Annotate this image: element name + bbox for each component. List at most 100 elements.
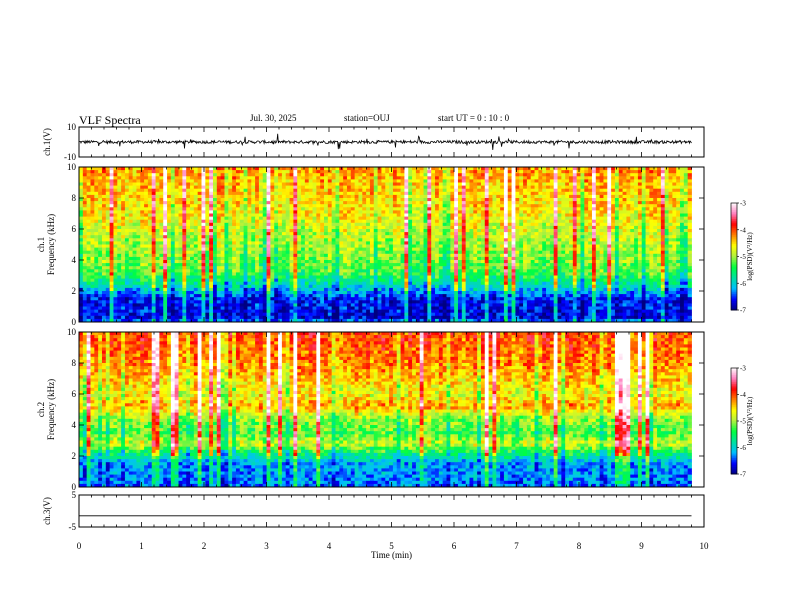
- heatmap-cell: [680, 241, 685, 245]
- heatmap-cell: [454, 173, 459, 177]
- heatmap-cell: [101, 191, 107, 196]
- heatmap-cell: [519, 173, 524, 177]
- heatmap-cell: [86, 179, 91, 183]
- heatmap-cell: [526, 253, 532, 258]
- heatmap-cell: [492, 219, 497, 224]
- heatmap-cell: [251, 229, 256, 233]
- heatmap-cell: [289, 253, 294, 258]
- heatmap-cell: [561, 167, 566, 171]
- heatmap-cell: [400, 170, 405, 174]
- heatmap-cell: [312, 213, 317, 217]
- heatmap-cell: [209, 185, 214, 190]
- heatmap-cell: [98, 232, 103, 236]
- heatmap-cell: [511, 250, 516, 255]
- heatmap-cell: [461, 207, 467, 211]
- heatmap-cell: [607, 201, 612, 205]
- heatmap-cell: [404, 170, 409, 174]
- heatmap-cell: [163, 219, 168, 224]
- heatmap-cell: [576, 213, 581, 217]
- heatmap-cell: [90, 250, 95, 255]
- heatmap-cell: [373, 216, 378, 221]
- heatmap-cell: [534, 247, 539, 252]
- heatmap-cell: [190, 170, 195, 174]
- heatmap-cell: [415, 191, 421, 196]
- heatmap-cell: [599, 225, 604, 230]
- heatmap-cell: [569, 232, 574, 236]
- heatmap-cell: [503, 204, 509, 208]
- heatmap-cell: [308, 173, 313, 177]
- heatmap-cell: [209, 250, 214, 255]
- heatmap-cell: [216, 173, 222, 177]
- heatmap-cell: [101, 194, 107, 199]
- heatmap-cell: [595, 201, 601, 205]
- heatmap-cell: [591, 229, 597, 233]
- heatmap-cell: [473, 191, 478, 196]
- heatmap-cell: [389, 179, 394, 183]
- heatmap-cell: [672, 201, 677, 205]
- heatmap-cell: [614, 179, 620, 183]
- heatmap-cell: [591, 253, 597, 258]
- heatmap-cell: [480, 256, 486, 261]
- heatmap-cell: [369, 216, 375, 221]
- heatmap-cell: [603, 232, 608, 236]
- heatmap-cell: [346, 167, 352, 171]
- heatmap-cell: [507, 210, 512, 214]
- heatmap-cell: [377, 179, 382, 183]
- heatmap-cell: [657, 244, 662, 248]
- heatmap-cell: [113, 235, 118, 239]
- heatmap-cell: [511, 216, 516, 221]
- heatmap-cell: [170, 182, 176, 186]
- heatmap-cell: [86, 188, 91, 193]
- heatmap-cell: [450, 204, 455, 208]
- heatmap-cell: [492, 182, 497, 186]
- heatmap-cell: [316, 247, 321, 252]
- heatmap-cell: [117, 238, 122, 242]
- heatmap-cell: [523, 198, 528, 202]
- heatmap-cell: [113, 213, 118, 217]
- heatmap-cell: [588, 229, 593, 233]
- heatmap-cell: [423, 185, 428, 190]
- heatmap-cell: [649, 210, 654, 214]
- heatmap-cell: [653, 229, 658, 233]
- heatmap-cell: [163, 185, 168, 190]
- heatmap-cell: [182, 179, 187, 183]
- heatmap-cell: [201, 204, 206, 208]
- heatmap-cell: [369, 229, 375, 233]
- heatmap-cell: [454, 210, 459, 214]
- heatmap-cell: [132, 238, 137, 242]
- heatmap-cell: [614, 238, 620, 242]
- heatmap-cell: [591, 207, 597, 211]
- heatmap-cell: [649, 238, 654, 242]
- heatmap-cell: [293, 256, 298, 261]
- heatmap-cell: [431, 235, 436, 239]
- heatmap-cell: [339, 222, 344, 227]
- heatmap-cell: [320, 213, 325, 217]
- heatmap-cell: [664, 170, 669, 174]
- heatmap-cell: [427, 167, 432, 171]
- heatmap-cell: [170, 235, 176, 239]
- heatmap-cell: [324, 194, 329, 199]
- heatmap-cell: [457, 207, 463, 211]
- heatmap-cell: [511, 173, 516, 177]
- heatmap-cell: [687, 188, 692, 193]
- heatmap-cell: [193, 260, 199, 264]
- heatmap-cell: [519, 176, 524, 180]
- heatmap-cell: [109, 260, 114, 264]
- heatmap-cell: [423, 194, 428, 199]
- heatmap-cell: [634, 238, 639, 242]
- heatmap-cell: [369, 225, 375, 230]
- heatmap-cell: [389, 182, 394, 186]
- heatmap-cell: [247, 167, 252, 171]
- heatmap-cell: [534, 167, 539, 171]
- heatmap-cell: [569, 198, 574, 202]
- heatmap-cell: [557, 170, 562, 174]
- heatmap-cell: [82, 244, 88, 248]
- heatmap-cell: [239, 213, 245, 217]
- heatmap-cell: [216, 167, 222, 171]
- heatmap-cell: [385, 194, 390, 199]
- heatmap-cell: [454, 238, 459, 242]
- heatmap-cell: [396, 167, 401, 171]
- heatmap-cell: [530, 210, 535, 214]
- heatmap-cell: [415, 173, 421, 177]
- heatmap-cell: [82, 241, 88, 245]
